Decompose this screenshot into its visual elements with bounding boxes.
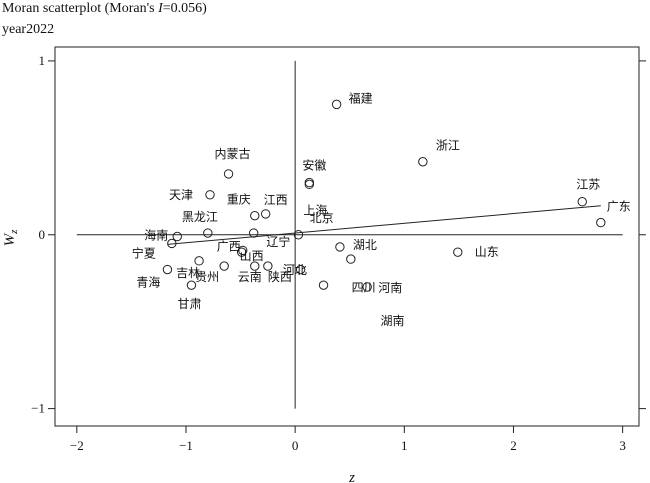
y-tick-label: −1 [31,401,45,416]
data-point [219,261,229,271]
data-point [172,231,182,242]
x-tick-label: 3 [619,438,626,453]
point-label: 湖北 [353,237,377,252]
plot-frame [54,46,640,427]
point-label: 上海 [303,202,327,217]
data-point [293,230,304,240]
x-tick-label: −1 [179,438,193,453]
point-label: 河南 [378,280,402,295]
data-point [263,261,273,271]
point-label: 宁夏 [132,245,156,260]
point-label: 江西 [264,193,288,207]
x-axis: −2 −1 0 1 2 3 [70,426,626,453]
data-point [295,264,306,275]
data-point [238,245,248,256]
point-label: 黑龙江 [182,210,218,224]
data-point [250,210,260,221]
data-point [194,256,204,266]
x-tick-label: 2 [510,438,517,453]
y-tick-label: 1 [39,53,46,68]
data-point [331,99,342,110]
x-tick-label: 0 [292,438,299,453]
point-label: 青海 [136,275,160,290]
data-point [186,280,197,290]
point-label: 海南 [144,228,168,243]
point-label: 陕西 [268,269,292,284]
point-label: 山西 [240,249,264,263]
chart-title: Moran scatterplot (Moran's I=0.056) [2,1,207,16]
data-point [248,228,259,238]
point-label: 福建 [349,90,373,105]
point-label: 浙江 [436,139,460,153]
point-label: 内蒙古 [215,146,251,161]
data-point [418,157,428,167]
point-label: 广西 [217,239,241,253]
point-label: 安徽 [302,158,326,173]
data-point [250,261,260,271]
x-tick-label: 1 [401,438,408,453]
data-point [346,254,356,264]
y-axis-label: Wz [2,229,20,247]
point-label: 河北 [283,263,307,277]
data-point [203,228,213,238]
point-label: 湖南 [381,313,405,328]
regression-line [167,205,601,245]
point-label: 天津 [169,188,193,202]
point-label: 山东 [475,245,499,259]
point-label: 云南 [238,269,262,284]
point-label: 江苏 [576,178,600,192]
data-point [362,282,372,292]
data-point [318,280,329,290]
data-point [162,264,173,275]
data-point [236,247,247,257]
point-label: 贵州 [195,270,219,284]
data-points [162,99,606,292]
data-point [205,190,215,200]
data-point [260,209,271,219]
x-tick-label: −2 [70,438,84,453]
data-point [577,197,587,207]
data-point [335,242,345,252]
data-point [167,238,177,249]
point-label: 广东 [607,200,631,214]
point-label: 甘肃 [177,297,201,311]
chart-subtitle: year2022 [2,22,54,37]
y-axis: −1 0 1 [31,53,646,416]
point-label: 吉林 [176,266,200,280]
point-label: 北京 [310,211,334,225]
point-label: 四川 [352,281,376,295]
y-tick-label: 0 [39,227,46,242]
x-axis-label: z [348,470,355,483]
point-label: 重庆 [227,193,251,207]
data-point [304,179,315,190]
data-point [223,169,234,179]
point-label: 辽宁 [266,234,290,249]
data-point [596,217,606,228]
data-point [453,247,463,257]
